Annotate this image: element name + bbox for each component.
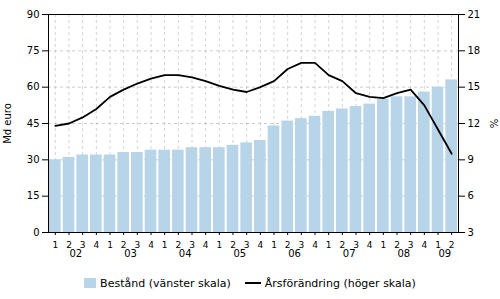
- svg-text:03: 03: [124, 248, 137, 259]
- svg-text:07: 07: [343, 248, 356, 259]
- svg-text:3: 3: [243, 239, 250, 250]
- svg-text:2: 2: [339, 239, 346, 250]
- svg-text:6: 6: [468, 190, 474, 201]
- svg-text:1: 1: [271, 240, 277, 250]
- svg-text:08: 08: [397, 248, 410, 259]
- svg-text:09: 09: [438, 248, 451, 259]
- svg-text:12: 12: [468, 118, 481, 129]
- svg-text:3: 3: [353, 239, 359, 250]
- svg-text:2: 2: [394, 239, 400, 250]
- svg-text:4: 4: [257, 240, 263, 250]
- svg-text:15: 15: [27, 190, 40, 201]
- svg-text:1: 1: [380, 240, 386, 250]
- svg-text:0: 0: [33, 227, 39, 238]
- svg-text:Md euro: Md euro: [2, 103, 13, 144]
- svg-text:45: 45: [27, 118, 40, 129]
- svg-text:90: 90: [27, 9, 40, 20]
- svg-text:2: 2: [230, 239, 236, 250]
- svg-text:3: 3: [134, 239, 141, 250]
- svg-text:1: 1: [52, 240, 58, 250]
- svg-text:02: 02: [69, 248, 82, 259]
- svg-text:1: 1: [326, 240, 332, 250]
- svg-text:3: 3: [189, 239, 195, 250]
- svg-text:4: 4: [148, 240, 154, 250]
- svg-text:21: 21: [468, 9, 481, 20]
- svg-text:3: 3: [79, 239, 86, 250]
- svg-text:15: 15: [468, 81, 481, 92]
- svg-text:2: 2: [284, 239, 291, 250]
- svg-text:3: 3: [468, 227, 474, 238]
- svg-text:2: 2: [175, 239, 182, 250]
- svg-text:05: 05: [233, 248, 246, 259]
- svg-text:1: 1: [107, 240, 113, 250]
- svg-text:18: 18: [468, 45, 481, 56]
- html-text:Bestånd (vänster skala): Bestånd (vänster skala): [100, 276, 231, 290]
- svg-text:4: 4: [203, 240, 209, 250]
- svg-text:4: 4: [312, 240, 318, 250]
- svg-text:%: %: [489, 119, 500, 129]
- svg-text:1: 1: [435, 239, 441, 250]
- svg-text:2: 2: [66, 239, 72, 250]
- svg-text:9: 9: [468, 154, 474, 165]
- svg-text:04: 04: [179, 248, 192, 259]
- svg-text:4: 4: [421, 240, 427, 250]
- svg-text:2: 2: [448, 239, 455, 250]
- svg-text:75: 75: [27, 45, 40, 56]
- svg-text:1: 1: [216, 240, 222, 250]
- svg-text:3: 3: [407, 239, 414, 250]
- svg-text:1: 1: [162, 240, 168, 250]
- svg-text:4: 4: [367, 240, 373, 250]
- svg-text:3: 3: [298, 239, 305, 250]
- svg-text:30: 30: [27, 154, 40, 165]
- svg-text:06: 06: [288, 248, 301, 259]
- svg-text:60: 60: [27, 81, 40, 92]
- svg-text:2: 2: [120, 239, 127, 250]
- svg-text:4: 4: [93, 240, 99, 250]
- html-text:Årsförändring (höger skala): Årsförändring (höger skala): [264, 276, 416, 290]
